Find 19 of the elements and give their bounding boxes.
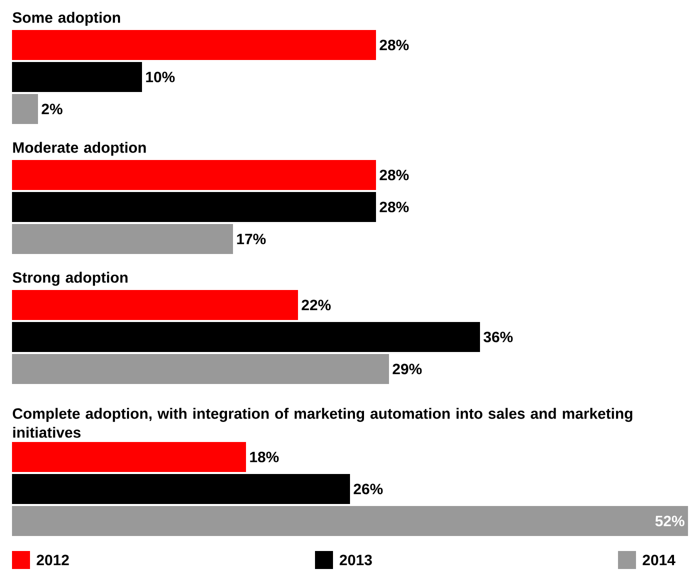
data-label: 52% xyxy=(655,516,684,526)
legend-label: 2013 xyxy=(340,554,372,566)
data-label: 28% xyxy=(380,40,409,50)
data-label: 10% xyxy=(146,72,175,82)
y-tick-label: Moderate adoption xyxy=(13,142,146,156)
data-label: 28% xyxy=(380,202,409,212)
y-tick-label: Some adoption xyxy=(12,12,120,26)
data-label: 2% xyxy=(42,104,62,114)
data-label: 29% xyxy=(392,364,422,374)
data-label: 26% xyxy=(354,484,383,494)
data-label: 28% xyxy=(380,170,409,180)
data-label: 17% xyxy=(237,234,266,244)
legend-label: 2012 xyxy=(36,554,69,566)
data-label: 22% xyxy=(302,300,331,310)
data-label: 18% xyxy=(250,452,279,462)
data-label: 36% xyxy=(484,332,513,342)
y-tick-label: Strong adoption xyxy=(12,272,128,286)
y-tick-label: Complete adoption, with integration of marketing automation into sales and marketing initiatives xyxy=(12,408,632,438)
legend-label: 2014 xyxy=(642,554,676,566)
